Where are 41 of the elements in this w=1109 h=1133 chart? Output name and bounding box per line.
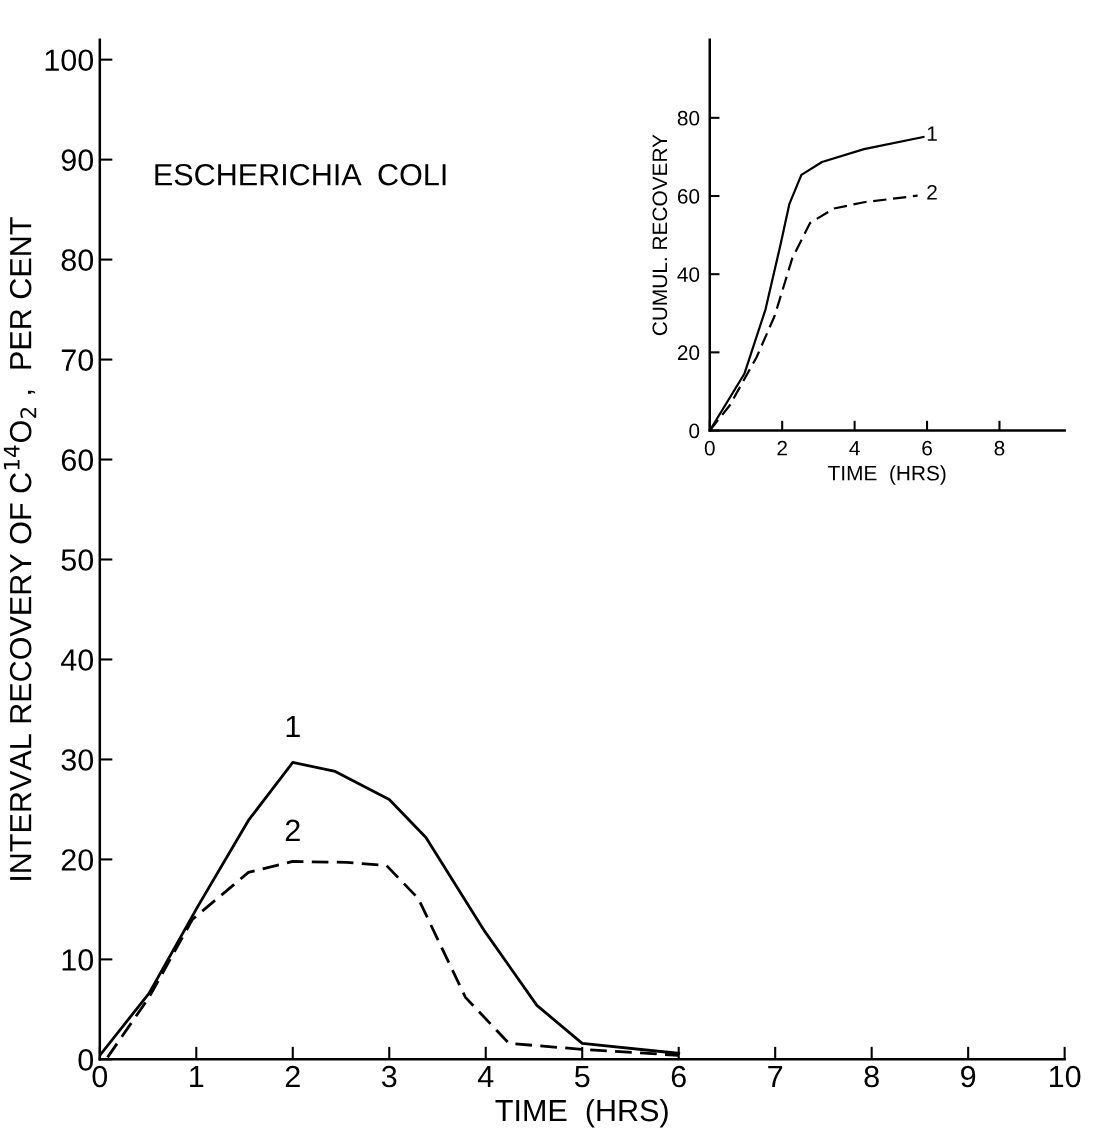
y-axis-title: CUMUL. RECOVERY <box>652 134 668 336</box>
x-tick-label: 0 <box>704 440 715 456</box>
y-tick-label: 0 <box>78 1049 94 1071</box>
y-tick-label: 60 <box>61 449 94 471</box>
x-tick-label: 7 <box>768 1066 783 1088</box>
annotation: 1 <box>286 715 300 737</box>
x-tick-label: 3 <box>381 1065 397 1088</box>
y-tick-label: 30 <box>61 749 94 771</box>
y-tick-label: 20 <box>677 345 700 361</box>
y-tick-label: 90 <box>61 149 94 171</box>
x-tick-label: 8 <box>994 440 1005 456</box>
y-axis-title: INTERVAL RECOVERY OF C$^{14}$O$_{2}$ , PER CENT <box>3 217 37 880</box>
y-tick-label: 70 <box>61 349 94 371</box>
y-tick-label: 100 <box>45 49 94 72</box>
y-tick-label: 20 <box>61 849 94 871</box>
y-tick-label: 40 <box>677 267 700 282</box>
y-tick-label: 10 <box>62 949 94 971</box>
x-tick-label: 1 <box>190 1066 204 1088</box>
y-tick-label: 50 <box>61 549 94 571</box>
y-tick-label: 80 <box>61 249 94 271</box>
annotation: 1 <box>927 126 937 141</box>
annotation: 2 <box>927 184 937 200</box>
x-tick-label: 9 <box>961 1065 976 1088</box>
x-tick-label: 2 <box>777 440 787 456</box>
x-tick-label: 10 <box>1049 1065 1081 1088</box>
y-tick-label: 80 <box>677 110 700 126</box>
y-tick-label: 60 <box>677 189 700 204</box>
y-tick-label: 40 <box>60 649 94 671</box>
x-axis-title: TIME (HRS) <box>828 465 946 485</box>
x-tick-label: 6 <box>671 1065 686 1088</box>
y-tick-label: 0 <box>689 423 700 439</box>
x-tick-label: 5 <box>574 1066 590 1088</box>
x-tick-label: 6 <box>922 440 932 456</box>
x-tick-label: 4 <box>477 1066 494 1088</box>
x-tick-label: 2 <box>285 1065 300 1088</box>
x-axis-title: TIME (HRS) <box>495 1098 668 1128</box>
x-tick-label: 4 <box>849 441 860 456</box>
x-tick-label: 0 <box>92 1065 108 1088</box>
annotation: ESCHERICHIA COLI <box>155 163 446 186</box>
annotation: 2 <box>285 819 300 841</box>
x-tick-label: 8 <box>864 1065 879 1088</box>
